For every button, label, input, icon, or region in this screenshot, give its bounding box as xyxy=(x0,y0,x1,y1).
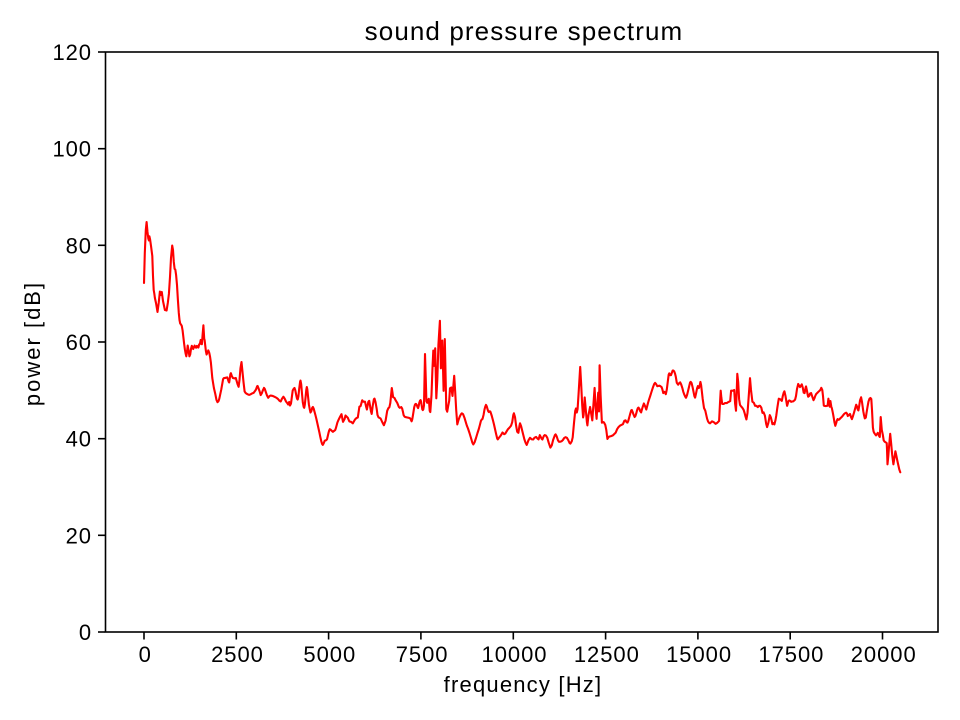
svg-text:20: 20 xyxy=(66,523,92,548)
svg-text:100: 100 xyxy=(52,137,92,162)
svg-text:40: 40 xyxy=(66,427,92,452)
svg-text:0: 0 xyxy=(79,620,92,645)
svg-text:7500: 7500 xyxy=(396,642,449,667)
svg-text:120: 120 xyxy=(52,40,92,65)
svg-text:0: 0 xyxy=(139,642,152,667)
svg-text:20000: 20000 xyxy=(851,642,917,667)
svg-text:10000: 10000 xyxy=(482,642,548,667)
svg-text:15000: 15000 xyxy=(666,642,732,667)
svg-text:2500: 2500 xyxy=(211,642,264,667)
svg-text:12500: 12500 xyxy=(574,642,640,667)
svg-text:frequency [Hz]: frequency [Hz] xyxy=(444,672,603,697)
svg-text:power [dB]: power [dB] xyxy=(20,281,45,406)
svg-text:80: 80 xyxy=(66,233,92,258)
svg-text:17500: 17500 xyxy=(758,642,824,667)
svg-text:sound pressure spectrum: sound pressure spectrum xyxy=(365,16,684,46)
svg-text:5000: 5000 xyxy=(303,642,356,667)
svg-text:60: 60 xyxy=(66,330,92,355)
